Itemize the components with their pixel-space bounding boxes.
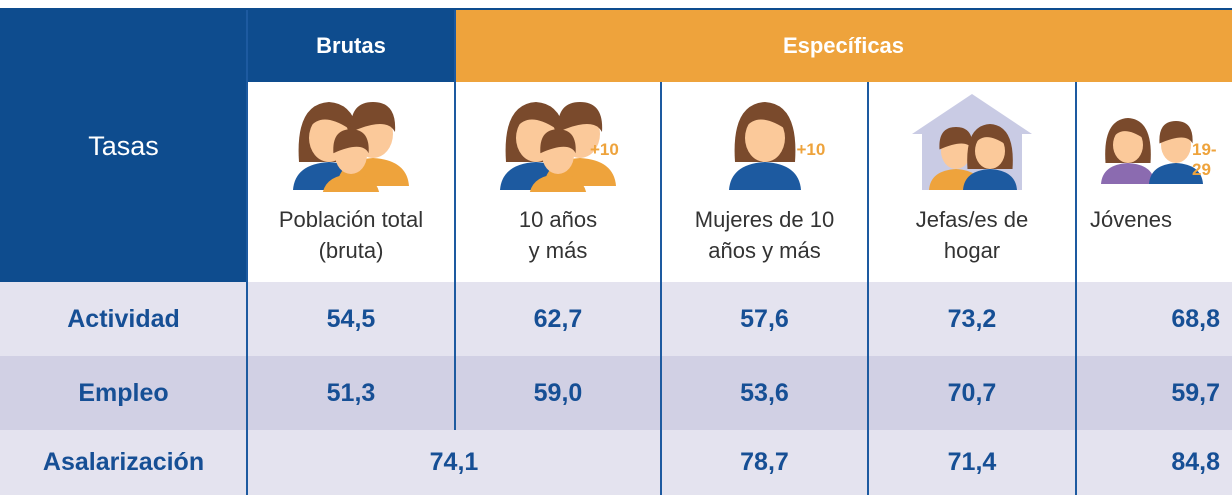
value-cell: 84,8 <box>1076 430 1232 495</box>
label-line: Jóvenes <box>1090 204 1172 235</box>
row-label: Actividad <box>0 282 247 356</box>
value-cell: 73,2 <box>868 282 1076 356</box>
label-line: y más <box>529 235 588 266</box>
column-rule <box>454 10 456 430</box>
value-cell: 78,7 <box>661 430 868 495</box>
label-line: (bruta) <box>319 235 384 266</box>
group-header: Específicas <box>455 10 1232 82</box>
value-cell: 51,3 <box>247 356 455 430</box>
column-rule <box>1075 82 1077 495</box>
group-header: Brutas <box>247 10 455 82</box>
value-cell: 59,7 <box>1076 356 1232 430</box>
age-badge: +10 <box>797 140 826 160</box>
label-line: 10 años <box>519 204 597 235</box>
column-label: Población total(bruta) <box>247 204 455 282</box>
value-cell: 68,8 <box>1076 282 1232 356</box>
column-rule <box>660 82 662 495</box>
age-badge: +10 <box>590 140 619 160</box>
label-line: Población total <box>279 204 423 235</box>
icon <box>907 92 1037 192</box>
column-label: Jóvenes <box>1076 204 1232 282</box>
label-line: años y más <box>708 235 821 266</box>
value-cell: 62,7 <box>455 282 661 356</box>
value-cell: 71,4 <box>868 430 1076 495</box>
column-rule <box>867 82 869 495</box>
row-label: Asalarización <box>0 430 247 495</box>
value-cell: 74,1 <box>247 430 661 495</box>
row-label: Empleo <box>0 356 247 430</box>
table-page: TasasBrutasEspecíficas Población total(b… <box>0 0 1232 495</box>
corner-header: Tasas <box>0 10 247 282</box>
label-line: hogar <box>944 235 1000 266</box>
age-badge: 19-29 <box>1192 140 1232 180</box>
value-cell: 54,5 <box>247 282 455 356</box>
value-cell: 53,6 <box>661 356 868 430</box>
value-cell: 57,6 <box>661 282 868 356</box>
icon <box>286 92 416 192</box>
value-cell: 70,7 <box>868 356 1076 430</box>
label-line: Jefas/es de <box>916 204 1029 235</box>
value-cell: 59,0 <box>455 356 661 430</box>
label-line: Mujeres de 10 <box>695 204 834 235</box>
column-rule <box>246 10 248 495</box>
